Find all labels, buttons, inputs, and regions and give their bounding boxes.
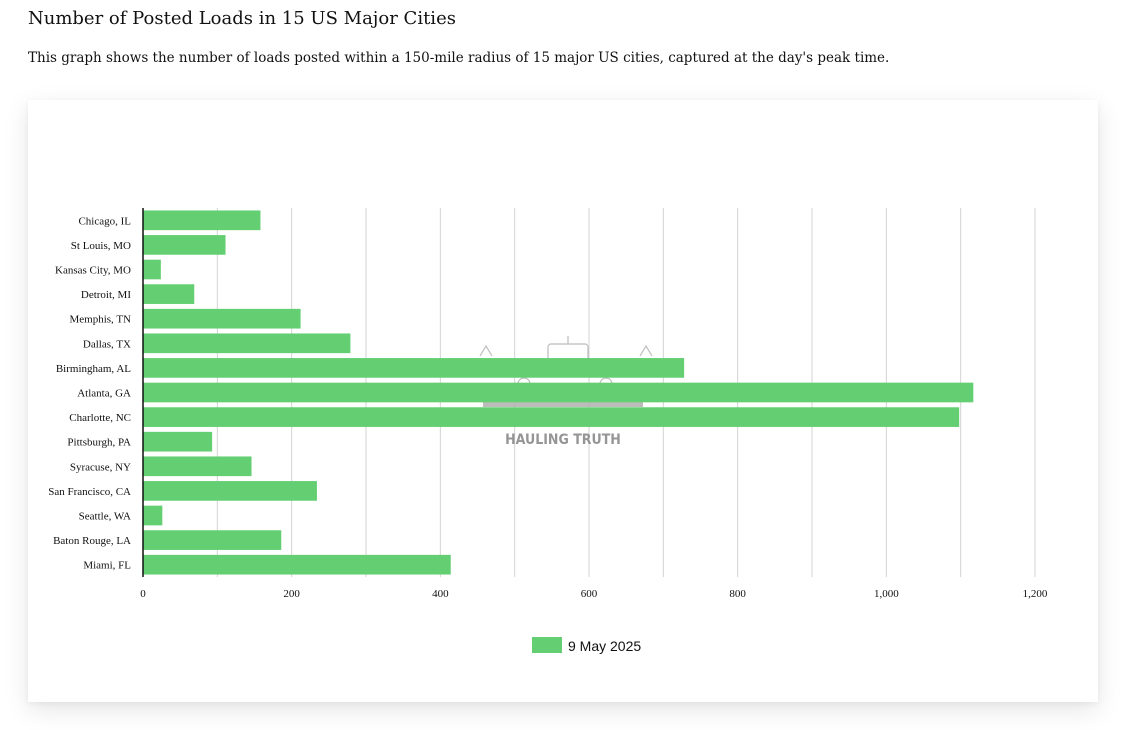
watermark-text: HAULING TRUTH (505, 432, 621, 448)
legend-swatch (532, 637, 562, 653)
bar (143, 407, 960, 427)
bars (143, 210, 974, 575)
page-description: This graph shows the number of loads pos… (28, 50, 890, 66)
bar (143, 259, 161, 280)
legend-label: 9 May 2025 (568, 638, 641, 654)
x-tick-label: 1,000 (874, 588, 899, 600)
x-axis-ticks: 0 200 400 600 800 1,000 1,200 (140, 588, 1048, 600)
category-labels: Chicago, IL St Louis, MO Kansas City, MO De… (48, 215, 131, 571)
bar (143, 505, 163, 526)
category-label: Pittsburgh, PA (67, 437, 131, 449)
x-tick-label: 400 (432, 588, 449, 600)
category-label: Memphis, TN (69, 314, 131, 326)
bar (143, 308, 301, 329)
bar (143, 382, 974, 403)
page-title: Number of Posted Loads in 15 US Major Ci… (28, 8, 456, 29)
bar (143, 456, 252, 477)
category-label: Detroit, MI (81, 289, 131, 301)
category-label: San Francisco, CA (48, 486, 131, 498)
category-label: Baton Rouge, LA (53, 535, 131, 547)
bar (143, 284, 195, 304)
bar (143, 554, 451, 575)
bar (143, 210, 261, 231)
x-tick-label: 800 (729, 588, 746, 600)
x-tick-label: 0 (140, 588, 146, 600)
category-label: Charlotte, NC (69, 412, 131, 424)
watermark-logo: HAULING TRUTH (479, 336, 653, 448)
bar (143, 333, 351, 354)
category-label: Seattle, WA (79, 511, 131, 523)
x-tick-label: 1,200 (1023, 588, 1048, 600)
category-label: Kansas City, MO (55, 265, 131, 277)
category-label: St Louis, MO (71, 240, 131, 252)
category-label: Miami, FL (83, 560, 131, 572)
bar-chart: HAULING TRUTH Chicago, IL St Louis, MO Kan… (48, 208, 1048, 654)
bar (143, 358, 685, 378)
category-label: Chicago, IL (78, 215, 131, 227)
x-tick-label: 600 (581, 588, 598, 600)
chart-card: HAULING TRUTH Chicago, IL St Louis, MO Kan… (28, 100, 1098, 702)
category-label: Syracuse, NY (70, 461, 131, 473)
x-tick-label: 200 (283, 588, 300, 600)
bar (143, 235, 226, 255)
bar (143, 481, 317, 501)
bar (143, 431, 213, 452)
category-label: Birmingham, AL (56, 363, 131, 375)
legend: 9 May 2025 (532, 637, 641, 654)
category-label: Atlanta, GA (77, 388, 131, 400)
bar (143, 530, 282, 550)
category-label: Dallas, TX (83, 338, 131, 350)
